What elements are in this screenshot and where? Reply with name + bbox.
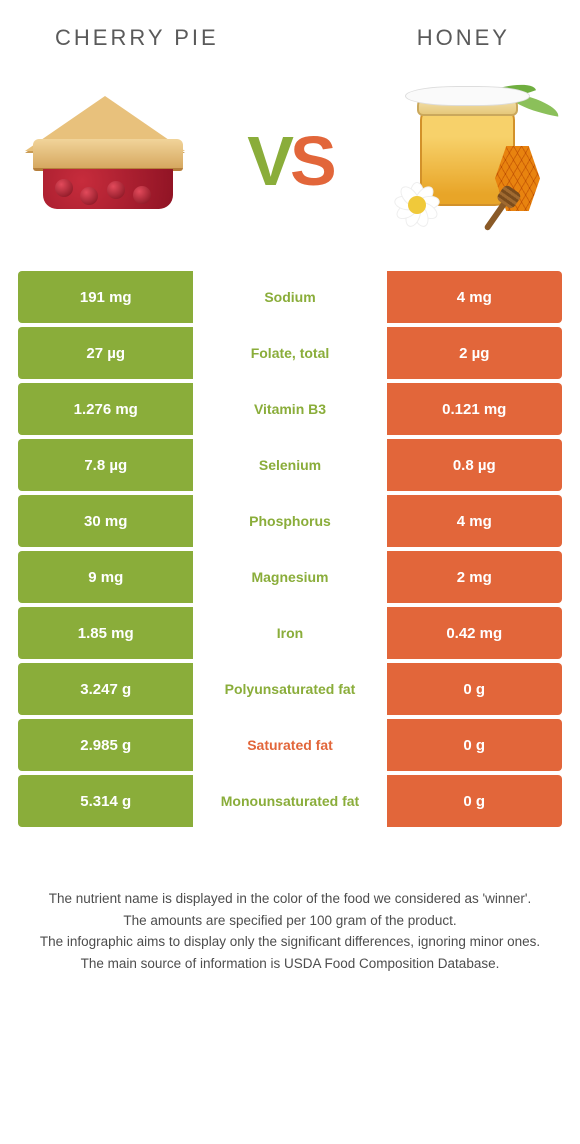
right-value: 0.8 µg xyxy=(387,439,562,491)
vs-s: S xyxy=(290,122,333,200)
right-value: 2 µg xyxy=(387,327,562,379)
note-line: The infographic aims to display only the… xyxy=(36,932,544,952)
vs-v: V xyxy=(247,122,290,200)
table-row: 2.985 gSaturated fat0 g xyxy=(18,719,562,771)
table-row: 7.8 µgSelenium0.8 µg xyxy=(18,439,562,491)
honey-image xyxy=(380,86,560,236)
left-value: 9 mg xyxy=(18,551,193,603)
left-value: 30 mg xyxy=(18,495,193,547)
left-value: 27 µg xyxy=(18,327,193,379)
table-row: 27 µgFolate, total2 µg xyxy=(18,327,562,379)
table-row: 3.247 gPolyunsaturated fat0 g xyxy=(18,663,562,715)
header: CHERRY PIE HONEY xyxy=(0,0,580,61)
right-value: 4 mg xyxy=(387,495,562,547)
nutrient-label: Iron xyxy=(193,607,386,659)
left-value: 5.314 g xyxy=(18,775,193,827)
nutrient-label: Folate, total xyxy=(193,327,386,379)
right-value: 0.121 mg xyxy=(387,383,562,435)
nutrient-label: Magnesium xyxy=(193,551,386,603)
note-line: The nutrient name is displayed in the co… xyxy=(36,889,544,909)
note-line: The main source of information is USDA F… xyxy=(36,954,544,974)
right-food-title: HONEY xyxy=(417,25,510,51)
footer-notes: The nutrient name is displayed in the co… xyxy=(0,831,580,973)
left-food-title: CHERRY PIE xyxy=(55,25,219,51)
right-value: 0 g xyxy=(387,663,562,715)
right-value: 0.42 mg xyxy=(387,607,562,659)
left-value: 2.985 g xyxy=(18,719,193,771)
nutrient-label: Sodium xyxy=(193,271,386,323)
nutrient-label: Monounsaturated fat xyxy=(193,775,386,827)
table-row: 9 mgMagnesium2 mg xyxy=(18,551,562,603)
left-value: 3.247 g xyxy=(18,663,193,715)
nutrient-label: Polyunsaturated fat xyxy=(193,663,386,715)
table-row: 1.276 mgVitamin B30.121 mg xyxy=(18,383,562,435)
table-row: 5.314 gMonounsaturated fat0 g xyxy=(18,775,562,827)
left-value: 1.276 mg xyxy=(18,383,193,435)
right-value: 0 g xyxy=(387,775,562,827)
nutrient-label: Saturated fat xyxy=(193,719,386,771)
nutrient-label: Phosphorus xyxy=(193,495,386,547)
right-value: 2 mg xyxy=(387,551,562,603)
table-row: 1.85 mgIron0.42 mg xyxy=(18,607,562,659)
right-value: 0 g xyxy=(387,719,562,771)
left-value: 191 mg xyxy=(18,271,193,323)
cherry-pie-image xyxy=(20,86,200,236)
table-row: 191 mgSodium4 mg xyxy=(18,271,562,323)
left-value: 1.85 mg xyxy=(18,607,193,659)
comparison-table: 191 mgSodium4 mg27 µgFolate, total2 µg1.… xyxy=(0,261,580,827)
nutrient-label: Selenium xyxy=(193,439,386,491)
table-row: 30 mgPhosphorus4 mg xyxy=(18,495,562,547)
note-line: The amounts are specified per 100 gram o… xyxy=(36,911,544,931)
hero-row: VS xyxy=(0,61,580,261)
vs-label: VS xyxy=(247,126,332,196)
nutrient-label: Vitamin B3 xyxy=(193,383,386,435)
left-value: 7.8 µg xyxy=(18,439,193,491)
right-value: 4 mg xyxy=(387,271,562,323)
